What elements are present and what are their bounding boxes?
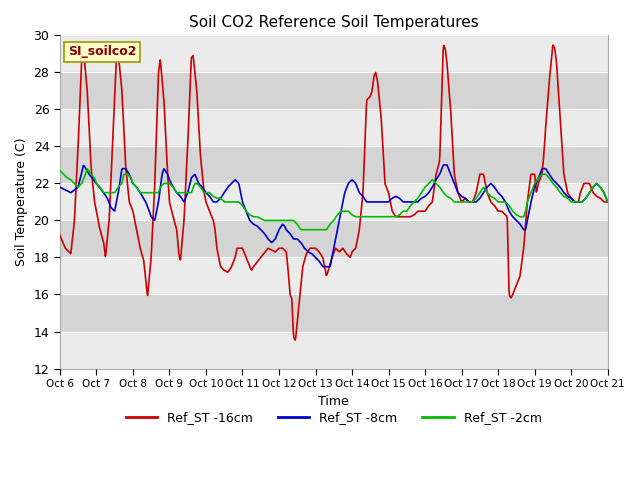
Bar bbox=[60, 295, 608, 332]
Y-axis label: Soil Temperature (C): Soil Temperature (C) bbox=[15, 138, 28, 266]
Legend: Ref_ST -16cm, Ref_ST -8cm, Ref_ST -2cm: Ref_ST -16cm, Ref_ST -8cm, Ref_ST -2cm bbox=[121, 406, 547, 429]
Title: Soil CO2 Reference Soil Temperatures: Soil CO2 Reference Soil Temperatures bbox=[189, 15, 479, 30]
Bar bbox=[60, 220, 608, 257]
Bar bbox=[60, 146, 608, 183]
Bar bbox=[60, 72, 608, 109]
X-axis label: Time: Time bbox=[318, 395, 349, 408]
Text: SI_soilco2: SI_soilco2 bbox=[68, 45, 136, 59]
